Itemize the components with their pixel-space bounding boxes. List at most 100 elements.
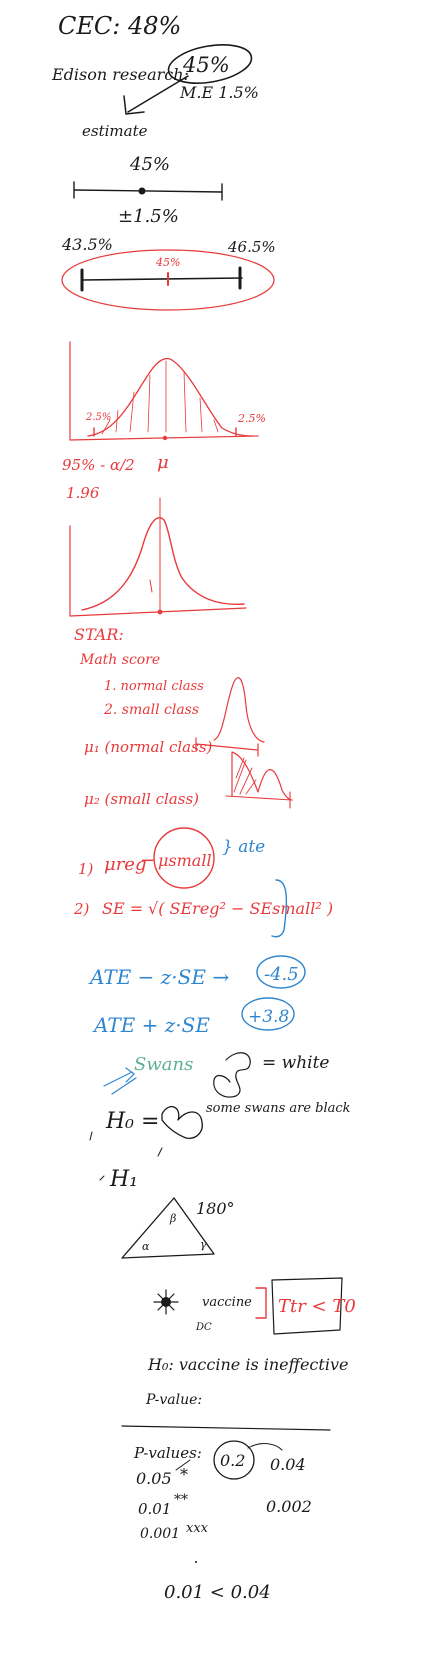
- triangle-alpha: α: [142, 1240, 150, 1253]
- ate-circle-2: [241, 997, 295, 1031]
- vaccine-h0: H₀: vaccine is ineffective: [147, 1355, 348, 1374]
- pvalues-dot: [195, 1561, 197, 1563]
- pvalues-circled-value: 0.2: [220, 1451, 245, 1470]
- star-item-1: 1. normal class: [104, 679, 204, 694]
- vaccine-pvalue: P-value:: [145, 1392, 202, 1408]
- formula-step-2: 2): [73, 900, 90, 918]
- formula-mu-small: μsmall: [158, 851, 212, 870]
- curve1-note-1: 95% - α/2: [62, 456, 135, 474]
- interval-low: 43.5%: [61, 235, 113, 254]
- numberline-1-point: [138, 187, 146, 195]
- dist-width-bracket: [195, 737, 259, 757]
- edison-moe: M.E 1.5%: [179, 83, 259, 102]
- dist-baseline: [225, 791, 293, 809]
- ate-circle-1: [256, 955, 306, 989]
- curve1-mean-dot: [162, 435, 168, 441]
- interval-ticks: [80, 266, 242, 292]
- numberline-1: [73, 189, 223, 193]
- vaccine-bracket: [255, 1287, 267, 1319]
- swans-arrows: [103, 1067, 137, 1095]
- ate-line-2: ATE + z·SE: [92, 1013, 210, 1037]
- curve1-note-2: 1.96: [66, 484, 100, 502]
- pvalues-row1-star: *: [180, 1465, 188, 1484]
- ate-value-2: +3.8: [248, 1007, 289, 1027]
- interval-circle: [61, 249, 275, 311]
- formula-se-eq: SE =: [102, 899, 143, 918]
- pvalues-row2-right: 0.002: [266, 1497, 312, 1516]
- curve1-right-tail: 2.5%: [237, 412, 266, 425]
- swans-label: Swans: [134, 1054, 193, 1075]
- pvalues-row3-star: xxx: [186, 1521, 209, 1536]
- formula-ate: } ate: [222, 837, 265, 857]
- numberline-center-label: 45%: [129, 154, 170, 175]
- formula-mu-reg: μreg: [104, 854, 146, 875]
- pvalues-row1-stroke: [175, 1459, 191, 1471]
- curve1-tail-ticks: [93, 427, 237, 437]
- curve1-mu: μ: [157, 452, 169, 473]
- interval-mid: 45%: [155, 256, 180, 269]
- vaccine-box: [271, 1277, 343, 1335]
- curve1-left-tail: 2.5%: [85, 412, 111, 423]
- vaccine-label: vaccine: [202, 1295, 252, 1310]
- pvalues-row1-value: 0.05: [136, 1469, 172, 1488]
- swan-tick: [157, 1147, 163, 1157]
- h0-mark: [89, 1131, 93, 1141]
- interval-line: [81, 277, 243, 281]
- h1-mark: [99, 1175, 105, 1181]
- formula-se-expr: √( SEreg² − SEsmall² ): [148, 899, 333, 918]
- ate-value-1: -4.5: [264, 964, 299, 985]
- edison-circled-value: 45%: [182, 53, 230, 77]
- triangle-angle-sum: 180°: [196, 1199, 235, 1218]
- numberline-1-ticks: [73, 181, 223, 201]
- vaccine-dc: DC: [195, 1322, 212, 1333]
- pvalues-title: P-values:: [133, 1444, 202, 1462]
- white-swan-icon: [213, 1052, 251, 1098]
- swans-h0-text: some swans are black: [206, 1101, 351, 1116]
- interval-high: 46.5%: [227, 238, 276, 256]
- star-mu2: μ₂ (small class): [84, 790, 199, 808]
- curve1-hatching: [101, 360, 219, 435]
- curve2-center-line: [149, 497, 161, 613]
- estimate-label: estimate: [82, 122, 148, 140]
- star-title: STAR:: [74, 625, 124, 644]
- pvalues-row2-star: **: [174, 1492, 188, 1508]
- pvalues-row2-value: 0.01: [138, 1500, 171, 1518]
- dist-small-class: [231, 751, 293, 801]
- pvalues-connector: [247, 1443, 283, 1451]
- cec-label: CEC: 48%: [58, 12, 181, 40]
- virus-icon: [153, 1289, 179, 1315]
- curve2-mean-dot: [157, 609, 163, 615]
- triangle-shape: [121, 1197, 215, 1259]
- estimate-arrow: [127, 75, 189, 113]
- star-subtitle: Math score: [79, 652, 160, 668]
- ate-line-1: ATE − z·SE →: [88, 965, 229, 989]
- swans-h0: H₀ =: [105, 1109, 159, 1134]
- numberline-below-label: ±1.5%: [118, 206, 179, 227]
- black-swan-icon: [161, 1105, 203, 1139]
- curve1-bell: [87, 357, 253, 437]
- edison-label: Edison research:: [51, 65, 189, 84]
- swans-equals-white: = white: [262, 1053, 329, 1073]
- dist-overlap-hatching: [233, 757, 257, 795]
- formula-step-1: 1): [78, 860, 94, 878]
- star-item-2: 2. small class: [103, 702, 199, 718]
- triangle-beta: β: [169, 1212, 176, 1225]
- curve1-axes: [69, 341, 259, 441]
- pvalues-row1-right: 0.04: [270, 1455, 306, 1474]
- formula-circle-small: [153, 827, 215, 889]
- pvalues-final: 0.01 < 0.04: [164, 1582, 271, 1603]
- dist-normal-class: [213, 676, 265, 743]
- pvalues-row3-value: 0.001: [140, 1526, 180, 1542]
- star-mu1: μ₁ (normal class): [84, 738, 213, 756]
- vaccine-inequality: Ttr < T0: [278, 1296, 356, 1317]
- curve2-bell: [81, 517, 245, 611]
- pvalues-circle: [213, 1440, 255, 1480]
- section-divider: [121, 1425, 331, 1431]
- swans-h1: H₁: [109, 1167, 138, 1192]
- formula-brace: [271, 879, 288, 938]
- triangle-gamma: γ: [200, 1238, 207, 1251]
- estimate-arrow-head: [123, 95, 145, 115]
- formula-minus: −: [140, 850, 155, 871]
- circle-45-highlight: [167, 44, 253, 84]
